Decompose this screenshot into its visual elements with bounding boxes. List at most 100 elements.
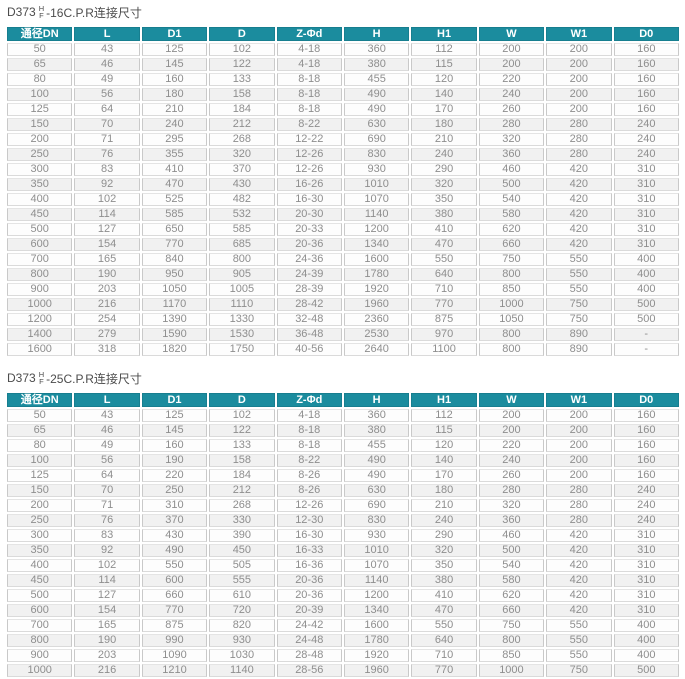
table-cell: 190: [74, 634, 140, 647]
table-cell: 70: [74, 484, 140, 497]
table-cell: 420: [546, 238, 612, 251]
table-cell: 800: [7, 268, 73, 281]
header-row: 通径DN L D1 D Z-Φd H H1 W W1 D0: [7, 393, 679, 407]
table-row: 700 165 875 820 24-42 1600 550 750 550 400: [7, 619, 679, 632]
table-row: 125 64 210 184 8-18 490 170 260 200 160: [7, 103, 679, 116]
table-cell: 1960: [343, 298, 410, 311]
table-cell: 100: [7, 454, 73, 467]
column-header: D0: [613, 393, 679, 407]
table-cell: 450: [7, 208, 73, 221]
table-cell: 320: [411, 544, 477, 557]
table-cell: 290: [411, 529, 477, 542]
table-cell: 250: [141, 484, 208, 497]
table-cell: 240: [613, 499, 679, 512]
column-header: W1: [546, 393, 612, 407]
table-cell: 505: [209, 559, 275, 572]
table-cell: 76: [74, 514, 140, 527]
column-header: D: [209, 27, 275, 41]
title-suffix: -16C.P.R连接尺寸: [46, 5, 142, 20]
table-cell: 122: [209, 58, 275, 71]
table-cell: 200: [546, 73, 612, 86]
table-cell: 220: [478, 439, 545, 452]
table-cell: 1920: [343, 283, 410, 296]
table-cell: 400: [613, 253, 679, 266]
table-cell: 92: [74, 544, 140, 557]
table-cell: 630: [343, 484, 410, 497]
table-cell: 500: [613, 298, 679, 311]
table-cell: 310: [613, 544, 679, 557]
column-header: 通径DN: [7, 27, 73, 41]
title-subscript: F: [39, 11, 44, 20]
table-cell: 8-18: [276, 424, 342, 437]
table-cell: 460: [478, 529, 545, 542]
table-cell: 310: [613, 163, 679, 176]
table-cell: 165: [74, 253, 140, 266]
table-cell: 295: [141, 133, 208, 146]
table-cell: 650: [141, 223, 208, 236]
table-cell: 16-36: [276, 559, 342, 572]
table-cell: 200: [478, 58, 545, 71]
table-cell: 150: [7, 118, 73, 131]
table-cell: 28-39: [276, 283, 342, 296]
table-cell: 500: [7, 589, 73, 602]
table-cell: 4-18: [276, 43, 342, 56]
table-cell: 380: [411, 208, 477, 221]
table-cell: 127: [74, 223, 140, 236]
table-cell: 310: [613, 604, 679, 617]
table-row: 1200 254 1390 1330 32-48 2360 875 1050 750 500: [7, 313, 679, 326]
table-cell: 540: [478, 559, 545, 572]
table-cell: 400: [613, 649, 679, 662]
table-cell: 240: [613, 514, 679, 527]
table-cell: 160: [613, 73, 679, 86]
table-cell: 64: [74, 469, 140, 482]
table-cell: 420: [546, 589, 612, 602]
table-row: 250 76 355 320 12-26 830 240 360 280 240: [7, 148, 679, 161]
table-cell: 170: [411, 469, 477, 482]
column-header: L: [74, 27, 140, 41]
table-cell: 350: [7, 544, 73, 557]
title-suffix: -25C.P.R连接尺寸: [46, 371, 142, 386]
table-cell: 400: [7, 193, 73, 206]
table-cell: 43: [74, 43, 140, 56]
table-row: 80 49 160 133 8-18 455 120 220 200 160: [7, 439, 679, 452]
table-cell: 370: [141, 514, 208, 527]
table-cell: 250: [7, 148, 73, 161]
table-cell: 500: [478, 544, 545, 557]
table-cell: 200: [478, 43, 545, 56]
table-cell: 16-33: [276, 544, 342, 557]
table-cell: 710: [411, 649, 477, 662]
table-cell: 1200: [343, 589, 410, 602]
table-cell: 410: [411, 223, 477, 236]
table-cell: 970: [411, 328, 477, 341]
table-cell: 800: [7, 634, 73, 647]
table-cell: 1000: [7, 664, 73, 677]
table-cell: 12-22: [276, 133, 342, 146]
table-cell: 470: [411, 604, 477, 617]
table-cell: 360: [343, 43, 410, 56]
table-cell: 800: [478, 268, 545, 281]
table-cell: 240: [613, 133, 679, 146]
table-cell: 360: [478, 514, 545, 527]
table-cell: 620: [478, 223, 545, 236]
table-cell: 180: [411, 118, 477, 131]
table-cell: 410: [141, 163, 208, 176]
table-cell: 290: [411, 163, 477, 176]
table-cell: 420: [546, 208, 612, 221]
table-cell: 430: [209, 178, 275, 191]
table-cell: 600: [7, 238, 73, 251]
column-header: H: [343, 393, 410, 407]
column-header: Z-Φd: [276, 393, 342, 407]
table-cell: 160: [613, 58, 679, 71]
table-cell: 310: [613, 208, 679, 221]
table-cell: 750: [546, 313, 612, 326]
table-cell: 750: [546, 298, 612, 311]
table-cell: 800: [478, 634, 545, 647]
table-cell: 320: [478, 499, 545, 512]
table-cell: 580: [478, 574, 545, 587]
table-cell: 8-26: [276, 469, 342, 482]
table-cell: 112: [411, 409, 477, 422]
table-row: 700 165 840 800 24-36 1600 550 750 550 400: [7, 253, 679, 266]
table-cell: 114: [74, 208, 140, 221]
table-cell: 4-18: [276, 58, 342, 71]
